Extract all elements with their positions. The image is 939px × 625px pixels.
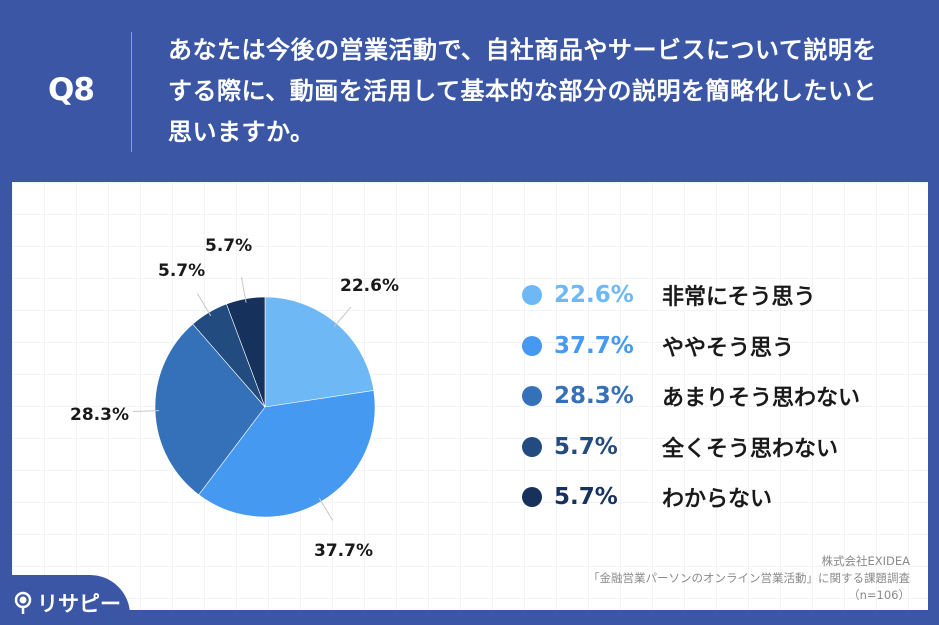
- legend-dot-icon: [522, 386, 542, 407]
- leader-line: [333, 306, 352, 327]
- brand-logo: リサピー: [14, 588, 121, 618]
- legend-label: 全くそう思わない: [662, 436, 839, 462]
- data-label: 28.3%: [70, 405, 129, 425]
- legend-label: ややそう思う: [662, 335, 795, 361]
- legend-label: わからない: [662, 487, 773, 513]
- legend-item: 5.7% わからない: [522, 472, 860, 523]
- legend-item: 5.7% 全くそう思わない: [522, 422, 860, 473]
- question-header: Q8 あなたは今後の営業活動で、自社商品やサービスについて説明をする際に、動画を…: [0, 0, 939, 182]
- legend-dot-icon: [522, 436, 542, 457]
- source-sample-size: （n=106）: [848, 588, 910, 602]
- source-note: 株式会社EXIDEA 「金融営業パーソンのオンライン営業活動」に関する課題調査 …: [588, 553, 910, 604]
- legend-dot-icon: [522, 285, 542, 306]
- data-label: 5.7%: [205, 236, 252, 256]
- leader-line: [318, 497, 333, 521]
- legend-percent: 37.7%: [554, 332, 634, 359]
- legend-percent: 28.3%: [554, 383, 634, 410]
- legend-item: 37.7% ややそう思う: [522, 321, 860, 372]
- logo-text: リサピー: [37, 592, 121, 616]
- question-number: Q8: [48, 72, 95, 108]
- legend-label: あまりそう思わない: [662, 386, 861, 412]
- legend-dot-icon: [522, 335, 542, 356]
- legend-item: 22.6% 非常にそう思う: [522, 270, 860, 321]
- legend-percent: 5.7%: [554, 433, 618, 460]
- chart-card: 22.6% 37.7% 28.3% 5.7% 5.7% 22.6% 非常にそう思う 37…: [12, 182, 928, 610]
- legend-item: 28.3% あまりそう思わない: [522, 371, 860, 422]
- source-company: 株式会社EXIDEA: [821, 554, 910, 568]
- leader-line: [133, 410, 160, 413]
- legend-label: 非常にそう思う: [662, 285, 816, 311]
- leader-line: [197, 293, 212, 317]
- data-label: 5.7%: [158, 261, 205, 281]
- pie-chart: 22.6% 37.7% 28.3% 5.7%5.7%: [70, 236, 399, 561]
- pie-slice: [264, 296, 375, 408]
- legend-percent: 22.6%: [554, 282, 634, 309]
- data-label: 22.6%: [340, 276, 399, 296]
- legend: 22.6% 非常にそう思う 37.7% ややそう思う 28.3% あまりそう思わ…: [522, 270, 860, 523]
- legend-dot-icon: [522, 487, 542, 508]
- header-divider: [131, 32, 132, 152]
- magnifier-pin-icon: [14, 591, 32, 614]
- question-text: あなたは今後の営業活動で、自社商品やサービスについて説明をする際に、動画を活用し…: [168, 36, 878, 146]
- data-label: 37.7%: [314, 541, 373, 561]
- legend-percent: 5.7%: [554, 484, 618, 511]
- leader-line: [240, 277, 247, 303]
- source-survey: 「金融営業パーソンのオンライン営業活動」に関する課題調査: [588, 571, 910, 585]
